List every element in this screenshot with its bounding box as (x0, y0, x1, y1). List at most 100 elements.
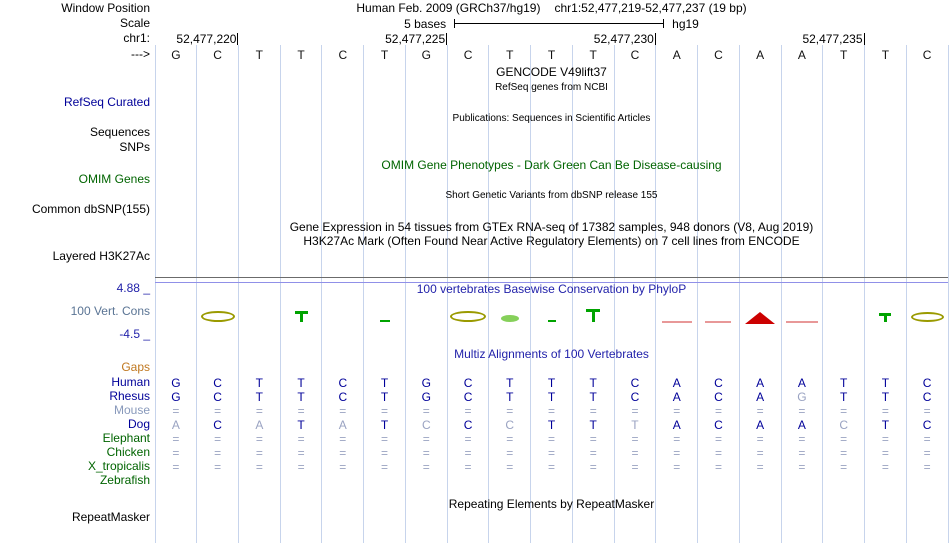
species-label-chicken[interactable]: Chicken (106, 445, 150, 459)
alignment-base: = (339, 446, 347, 460)
track-title-multiz[interactable]: Multiz Alignments of 100 Vertebrates (454, 347, 649, 361)
alignment-base: = (589, 432, 597, 446)
species-label-x-tropicalis[interactable]: X_tropicalis (87, 459, 150, 473)
alignment-base: C (714, 390, 723, 404)
alignment-row-elephant[interactable]: = = = = = = = = = = = = = = = = = = = (155, 432, 948, 446)
alignment-base: T (547, 418, 556, 432)
alignment-base: = (589, 404, 597, 418)
alignment-base: = (214, 460, 222, 474)
alignment-base: T (297, 418, 305, 432)
column-gridline (864, 45, 866, 543)
alignment-base: = (297, 460, 305, 474)
alignment-base: = (798, 432, 806, 446)
ruler-position-label: 52,477,230 (593, 32, 654, 46)
track-label-snps[interactable]: SNPs (119, 140, 150, 154)
alignment-base: = (464, 404, 472, 418)
alignment-base: C (714, 376, 723, 390)
track-title-repeatmasker[interactable]: Repeating Elements by RepeatMasker (448, 497, 655, 511)
conservation-mark-T (500, 315, 519, 322)
track-label-layered-h3k27ac[interactable]: Layered H3K27Ac (52, 249, 150, 263)
track-title-omim[interactable]: OMIM Gene Phenotypes - Dark Green Can Be… (381, 158, 722, 172)
alignment-base: = (506, 404, 514, 418)
alignment-base: = (339, 460, 347, 474)
track-title-dbsnp[interactable]: Short Genetic Variants from dbSNP releas… (445, 190, 658, 201)
conservation-mark-T (294, 311, 308, 322)
alignment-base: C (463, 376, 473, 390)
column-gridline (279, 45, 281, 543)
column-gridline (363, 45, 365, 543)
sequence-base: T (881, 48, 890, 62)
track-title-phylop[interactable]: 100 vertebrates Basewise Conservation by… (416, 282, 687, 296)
alignment-base: C (213, 418, 222, 432)
species-label-rhesus[interactable]: Rhesus (109, 389, 150, 403)
conservation-mark-C (450, 311, 487, 322)
strand-arrow-label: ---> (131, 47, 150, 61)
species-label-elephant[interactable]: Elephant (102, 431, 150, 445)
column-gridline (655, 45, 657, 543)
alignment-base: T (839, 376, 848, 390)
track-label-common-dbsnp[interactable]: Common dbSNP(155) (31, 202, 150, 216)
species-label-zebrafish[interactable]: Zebrafish (99, 473, 150, 487)
genome-assembly-title: Human Feb. 2009 (GRCh37/hg19) (356, 1, 541, 15)
alignment-row-mouse[interactable]: = = = = = = = = = = = = = = = = = = = (155, 404, 948, 418)
alignment-base: = (589, 446, 597, 460)
track-label-gaps[interactable]: Gaps (121, 360, 150, 374)
species-label-dog[interactable]: Dog (127, 417, 150, 431)
sequence-base: T (589, 48, 597, 62)
alignment-base: T (881, 390, 890, 404)
alignment-base: = (881, 460, 889, 474)
alignment-base: C (463, 390, 473, 404)
alignment-row-chicken[interactable]: = = = = = = = = = = = = = = = = = = = (155, 446, 948, 460)
alignment-base: = (840, 446, 848, 460)
species-label-human[interactable]: Human (111, 375, 150, 389)
track-title-h3k27ac[interactable]: H3K27Ac Mark (Often Found Near Active Re… (303, 234, 800, 248)
alignment-base: = (756, 432, 764, 446)
scale-bar (454, 19, 665, 28)
sequence-base: T (506, 48, 514, 62)
sequence-base: T (297, 48, 305, 62)
alignment-base: T (881, 418, 890, 432)
track-title-gtex[interactable]: Gene Expression in 54 tissues from GTEx … (289, 220, 814, 234)
conservation-mark-C (910, 312, 944, 322)
column-gridline (446, 45, 448, 543)
alignment-base: = (798, 404, 806, 418)
track-label-refseq-curated[interactable]: RefSeq Curated (63, 95, 150, 109)
sequence-base: T (839, 48, 848, 62)
track-title-gencode[interactable]: GENCODE V49lift37 (496, 65, 607, 79)
alignment-base: G (171, 376, 181, 390)
track-title-publications[interactable]: Publications: Sequences in Scientific Ar… (452, 113, 651, 124)
track-label-repeatmasker[interactable]: RepeatMasker (71, 510, 150, 524)
alignment-row-x-tropicalis[interactable]: = = = = = = = = = = = = = = = = = = = (155, 460, 948, 474)
alignment-base: A (756, 390, 765, 404)
alignment-base: = (631, 460, 639, 474)
alignment-base: = (840, 460, 848, 474)
track-label-sequences[interactable]: Sequences (89, 125, 150, 139)
conservation-mark-A (661, 321, 692, 323)
sequence-base: C (714, 48, 723, 62)
alignment-base: = (673, 404, 681, 418)
alignment-base: = (923, 404, 931, 418)
species-label-mouse[interactable]: Mouse (113, 403, 150, 417)
alignment-base: = (547, 446, 555, 460)
scale-label: Scale (119, 16, 150, 30)
track-label-omim-genes[interactable]: OMIM Genes (78, 172, 150, 186)
alignment-row-zebrafish[interactable] (155, 474, 948, 488)
alignment-base: T (631, 418, 639, 432)
alignment-base: C (839, 418, 848, 432)
alignment-base: C (505, 418, 515, 432)
column-gridline (196, 45, 198, 543)
chrom-label: chr1: (123, 31, 150, 45)
alignment-base: T (589, 418, 597, 432)
alignment-base: = (422, 460, 430, 474)
alignment-base: T (589, 390, 597, 404)
alignment-base: T (380, 418, 389, 432)
track-label-100-vert-cons[interactable]: 100 Vert. Cons (70, 304, 150, 318)
column-gridline (571, 45, 573, 543)
sequence-base: A (756, 48, 765, 62)
alignment-base: = (673, 446, 681, 460)
